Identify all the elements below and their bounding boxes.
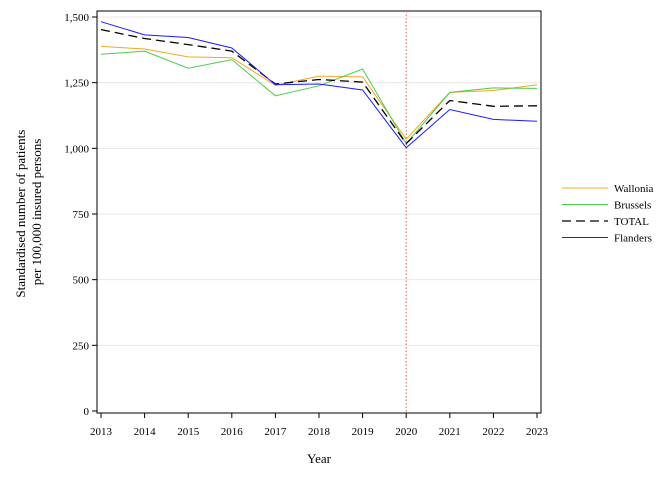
legend-label-brussels: Brussels [614,200,651,212]
axes: 0 250 500 750 1,000 1,250 1,500 2013 2014 2015 201… [64,12,548,438]
series-lines [100,21,538,149]
y-tick-label: 500 [73,275,90,287]
y-axis-title-line-2: per 100,000 insured persons [29,139,44,286]
x-tick-label: 2014 [134,426,157,438]
x-tick-label: 2022 [482,426,504,438]
y-tick-label: 1,250 [64,78,89,90]
y-tick-label: 250 [73,340,90,352]
legend: Wallonia Brussels TOTAL Flanders [562,183,654,245]
y-tick-label: 1,500 [64,12,89,24]
legend-label-total: TOTAL [614,216,649,228]
x-tick-label: 2021 [439,426,461,438]
x-tick-label: 2019 [352,426,375,438]
series-line-brussels [100,50,538,145]
x-tick-label: 2013 [90,426,113,438]
x-tick-label: 2015 [177,426,200,438]
y-axis-title-line-1: Standardised number of patients [13,130,28,298]
gridlines [97,16,541,346]
x-axis-title: Year [307,451,332,466]
plot-area-frame [96,10,542,414]
series-line-total [100,28,538,145]
y-tick-label: 1,000 [64,143,89,155]
x-tick-label: 2018 [308,426,331,438]
legend-label-flanders: Flanders [614,233,652,245]
y-tick-label: 750 [73,209,90,221]
series-line-wallonia [100,45,538,140]
series-line-flanders [100,21,538,149]
y-axis-title: Standardised number of patients per 100,… [13,126,44,297]
x-tick-label: 2016 [221,426,244,438]
y-tick-label: 0 [84,406,90,418]
x-tick-label: 2023 [526,426,549,438]
x-tick-label: 2020 [395,426,418,438]
legend-label-wallonia: Wallonia [614,183,654,195]
x-tick-label: 2017 [264,426,287,438]
